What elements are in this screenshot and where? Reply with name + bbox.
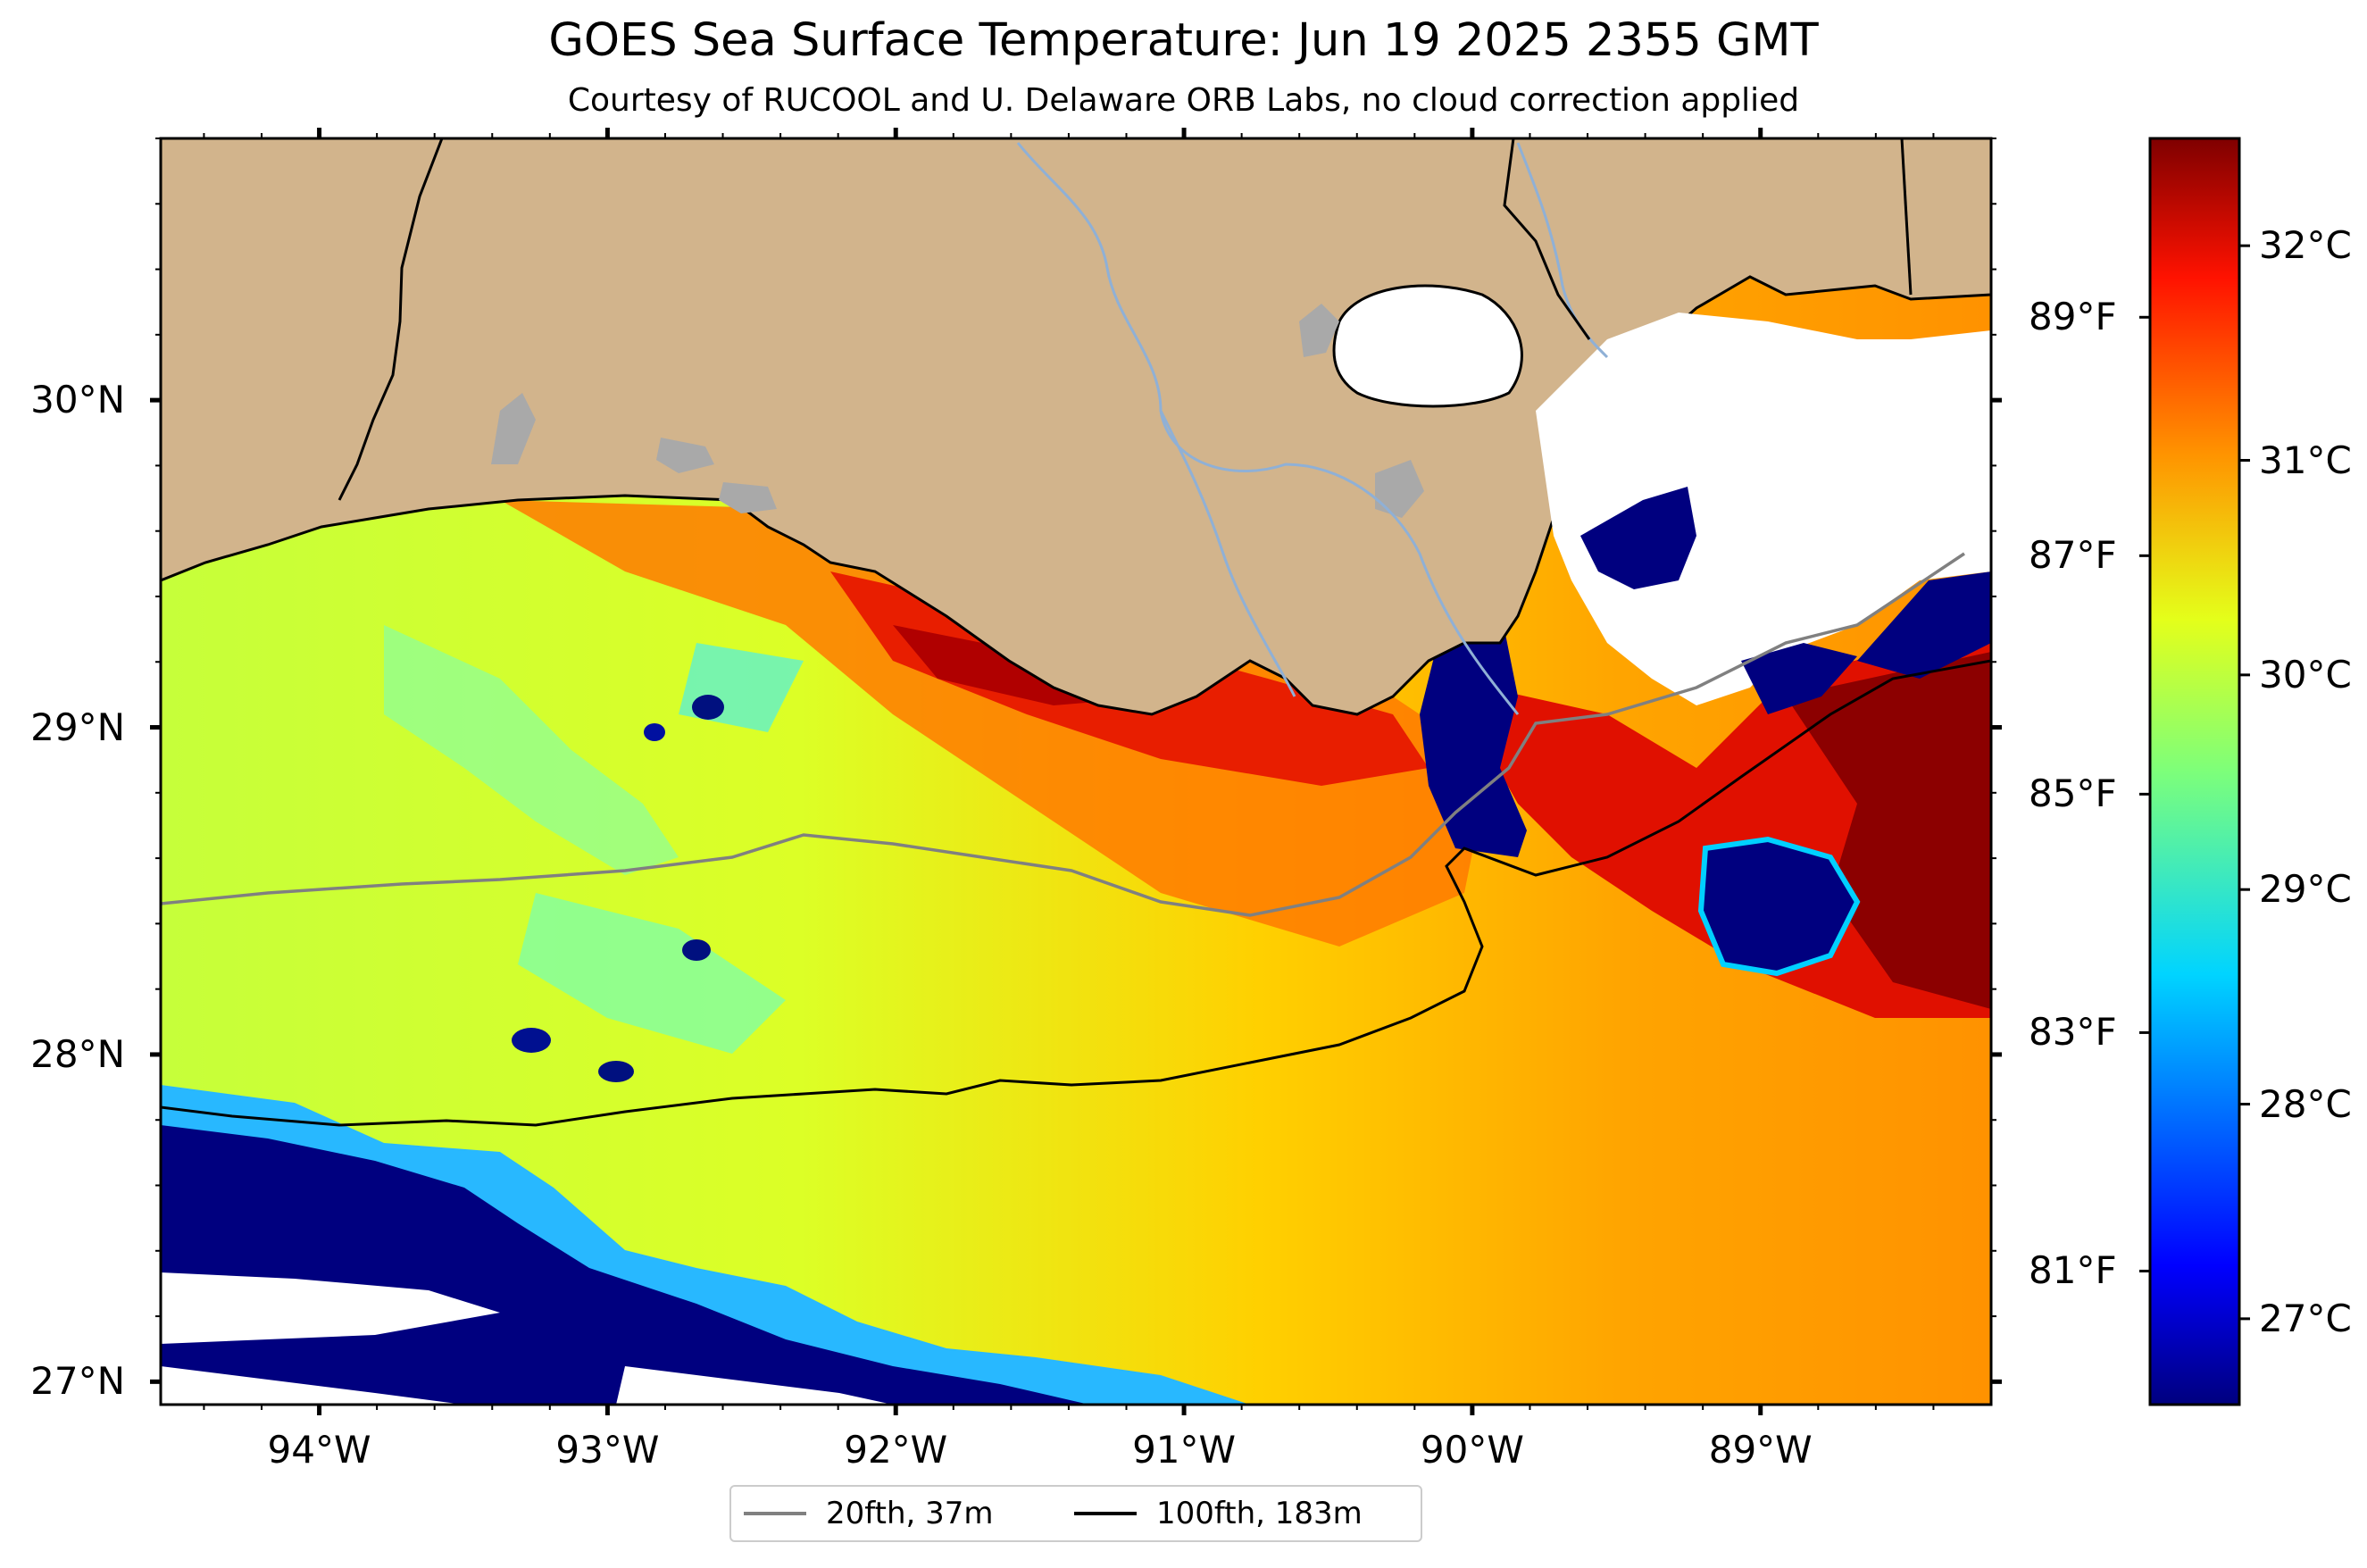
colorbar-ticks xyxy=(2139,244,2250,1321)
legend-swatch-gray xyxy=(744,1512,806,1515)
latitude-label: 30°N xyxy=(30,378,125,422)
latitude-label: 27°N xyxy=(30,1359,125,1404)
isobath-100fth xyxy=(161,659,1991,1127)
mississippi-river xyxy=(1016,142,1520,715)
no-data-region xyxy=(1536,313,1991,705)
celsius-label: 27°C xyxy=(2259,1296,2352,1340)
colorbar xyxy=(2148,137,2241,1406)
mississippi-alabama-border xyxy=(1900,138,1913,296)
longitude-label: 90°W xyxy=(1420,1428,1524,1472)
no-data-region xyxy=(161,1366,464,1405)
fahrenheit-label: 83°F xyxy=(2029,1010,2117,1055)
cold-water-region xyxy=(1580,487,1696,589)
legend-label: 100fth, 183m xyxy=(1156,1496,1363,1531)
latitude-label: 29°N xyxy=(30,705,125,749)
axis-ticks xyxy=(150,128,2002,1415)
inland-lake xyxy=(1299,304,1339,357)
inland-lake xyxy=(1375,460,1424,518)
atchafalaya-river xyxy=(1159,410,1296,697)
cold-spot xyxy=(692,695,724,720)
longitude-label: 93°W xyxy=(555,1428,660,1472)
isobath-20fth xyxy=(161,552,1965,917)
legend-item-100fth: 100fth, 183m xyxy=(1074,1487,1363,1540)
celsius-label: 28°C xyxy=(2259,1081,2352,1126)
cool-streak-region xyxy=(518,893,786,1054)
fahrenheit-label: 87°F xyxy=(2029,533,2117,578)
celsius-label: 29°C xyxy=(2259,867,2352,912)
cold-water-region xyxy=(161,1125,1089,1405)
louisiana-mississippi-border xyxy=(1503,138,1591,340)
cold-spot xyxy=(682,939,711,961)
longitude-label: 89°W xyxy=(1708,1428,1813,1472)
no-data-region xyxy=(161,1272,500,1344)
map-subtitle: Courtesy of RUCOOL and U. Delaware ORB L… xyxy=(567,82,1800,119)
latitude-label: 28°N xyxy=(30,1031,125,1076)
cold-spot xyxy=(644,723,665,741)
warm-water-region xyxy=(500,500,1482,947)
map-area xyxy=(161,138,1991,1405)
inland-lake xyxy=(656,438,714,473)
legend-item-20fth: 20fth, 37m xyxy=(744,1487,994,1540)
celsius-label: 31°C xyxy=(2259,438,2352,482)
eastern-hottest-region xyxy=(1786,652,1991,1009)
fahrenheit-label: 81°F xyxy=(2029,1248,2117,1293)
celsius-label: 32°C xyxy=(2259,223,2352,268)
cold-spot xyxy=(512,1028,551,1053)
lake-pontchartrain xyxy=(1332,284,1523,408)
fahrenheit-label: 85°F xyxy=(2029,771,2117,816)
inland-lake xyxy=(719,482,777,513)
no-data-region xyxy=(616,1366,893,1405)
cold-water-region xyxy=(1857,571,1991,679)
legend: 20fth, 37m 100fth, 183m xyxy=(729,1485,1422,1542)
celsius-label: 30°C xyxy=(2259,652,2352,696)
map-title: GOES Sea Surface Temperature: Jun 19 202… xyxy=(548,14,1819,67)
longitude-label: 91°W xyxy=(1132,1428,1237,1472)
cold-eddy xyxy=(1697,836,1861,977)
cold-water-region xyxy=(1420,607,1527,857)
longitude-label: 94°W xyxy=(267,1428,371,1472)
inland-lake xyxy=(491,393,536,464)
cool-streak-region xyxy=(384,625,679,875)
legend-label: 20fth, 37m xyxy=(826,1496,994,1531)
cold-spot xyxy=(598,1061,634,1082)
fahrenheit-label: 89°F xyxy=(2029,295,2117,339)
map-frame xyxy=(159,137,1993,1406)
cold-water-region xyxy=(1741,643,1857,714)
longitude-label: 92°W xyxy=(844,1428,948,1472)
texas-louisiana-border xyxy=(338,138,444,501)
legend-swatch-black xyxy=(1074,1512,1137,1515)
